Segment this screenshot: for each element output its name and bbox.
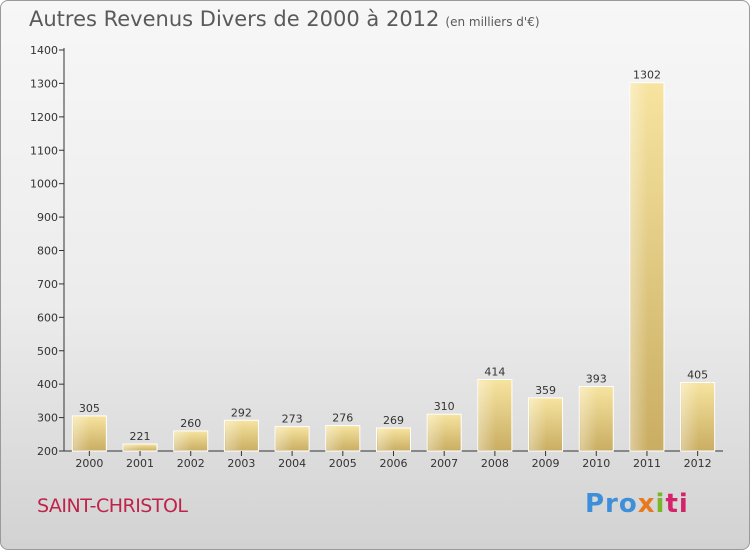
bar-highlight (478, 380, 496, 450)
y-tick-label: 1400 (30, 44, 58, 57)
y-tick-label: 1300 (30, 77, 58, 90)
y-tick-label: 700 (37, 278, 58, 291)
bar-highlight (276, 427, 294, 450)
data-label: 273 (282, 413, 303, 426)
chart-title: Autres Revenus Divers de 2000 à 2012 (en … (29, 7, 540, 31)
data-label: 1302 (633, 69, 661, 82)
data-label: 405 (687, 368, 708, 381)
x-tick-label: 2005 (329, 457, 357, 470)
x-tick-label: 2012 (684, 457, 712, 470)
logo-part-3: i (655, 489, 666, 519)
x-tick-label: 2004 (278, 457, 306, 470)
x-tick-label: 2001 (126, 457, 154, 470)
data-label: 292 (231, 406, 252, 419)
y-tick-label: 500 (37, 345, 58, 358)
data-label: 269 (383, 414, 404, 427)
data-label: 276 (332, 412, 353, 425)
x-tick-label: 2006 (380, 457, 408, 470)
logo-part-2: x (637, 489, 656, 519)
y-tick-label: 600 (37, 311, 58, 324)
chart-subtitle: (en milliers d'€) (445, 15, 540, 29)
y-tick-label: 400 (37, 378, 58, 391)
bar-highlight (630, 83, 648, 450)
data-label: 310 (434, 400, 455, 413)
bar-highlight (326, 426, 344, 450)
x-tick-label: 2002 (177, 457, 205, 470)
x-tick-label: 2010 (582, 457, 610, 470)
y-tick-label: 1200 (30, 111, 58, 124)
y-tick-label: 1100 (30, 144, 58, 157)
x-tick-label: 2000 (75, 457, 103, 470)
bar-highlight (681, 383, 699, 450)
bar-highlight (225, 421, 243, 450)
x-tick-label: 2011 (633, 457, 661, 470)
x-tick-label: 2007 (430, 457, 458, 470)
bar-highlight (580, 387, 598, 450)
x-tick-label: 2003 (227, 457, 255, 470)
x-tick-label: 2008 (481, 457, 509, 470)
chart-title-text: Autres Revenus Divers de 2000 à 2012 (29, 7, 440, 31)
y-tick-label: 800 (37, 245, 58, 258)
data-label: 260 (180, 417, 201, 430)
bar-highlight (428, 415, 446, 450)
logo-part-1: Pro (585, 489, 638, 519)
data-label: 359 (535, 384, 556, 397)
x-tick-label: 2009 (532, 457, 560, 470)
logo-part-4: ti (665, 489, 689, 519)
data-label: 393 (586, 373, 607, 386)
data-label: 221 (130, 430, 151, 443)
y-tick-label: 900 (37, 211, 58, 224)
bar-highlight (73, 416, 91, 450)
bar-highlight (377, 428, 395, 450)
y-tick-label: 200 (37, 445, 58, 458)
proxiti-logo: Proxiti (585, 489, 689, 519)
data-label: 305 (79, 402, 100, 415)
y-tick-label: 300 (37, 412, 58, 425)
y-tick-label: 1000 (30, 178, 58, 191)
bar-highlight (529, 398, 547, 450)
bar-highlight (174, 431, 192, 450)
place-name: SAINT-CHRISTOL (37, 495, 188, 517)
bar-highlight (124, 444, 142, 450)
data-label: 414 (484, 365, 505, 378)
